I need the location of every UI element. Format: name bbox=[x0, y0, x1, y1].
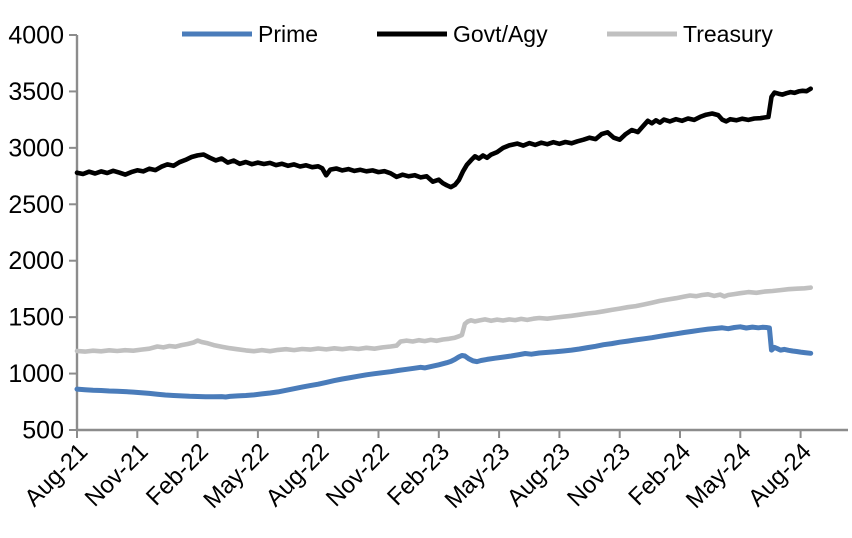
x-tick-label-may-23: May-23 bbox=[440, 438, 516, 514]
series-line-govt-agy bbox=[74, 86, 814, 190]
x-tick-label-aug-24: Aug-24 bbox=[743, 438, 817, 512]
x-tick-label-aug-23: Aug-23 bbox=[502, 438, 576, 512]
y-tick-label-4000: 4000 bbox=[8, 22, 64, 50]
x-tick-label-aug-21: Aug-21 bbox=[19, 438, 93, 512]
legend-label-govt-agy: Govt/Agy bbox=[453, 21, 548, 47]
series-line-prime bbox=[74, 324, 814, 400]
legend-label-treasury: Treasury bbox=[683, 21, 773, 47]
y-tick-label-2500: 2500 bbox=[8, 191, 64, 219]
legend-item-prime: Prime bbox=[182, 21, 318, 47]
y-tick-label-3000: 3000 bbox=[8, 134, 64, 162]
y-tick-label-1000: 1000 bbox=[8, 360, 64, 388]
x-tick-label-may-24: May-24 bbox=[681, 438, 757, 514]
x-tick-label-nov-23: Nov-23 bbox=[562, 438, 636, 512]
series-line-treasury bbox=[74, 285, 814, 354]
x-tick-label-nov-21: Nov-21 bbox=[80, 438, 154, 512]
chart-legend: Prime Govt/Agy Treasury bbox=[182, 21, 773, 47]
x-tick-label-nov-22: Nov-22 bbox=[321, 438, 395, 512]
chart-axes: 5001000150020002500300035004000Aug-21Nov… bbox=[8, 22, 848, 514]
x-tick-label-aug-22: Aug-22 bbox=[261, 438, 335, 512]
legend-item-govt-agy: Govt/Agy bbox=[377, 21, 548, 47]
x-tick-label-may-22: May-22 bbox=[198, 438, 274, 514]
chart-plot-area bbox=[74, 86, 814, 400]
y-tick-label-3500: 3500 bbox=[8, 78, 64, 106]
legend-item-treasury: Treasury bbox=[607, 21, 773, 47]
y-tick-label-2000: 2000 bbox=[8, 247, 64, 275]
legend-label-prime: Prime bbox=[258, 21, 318, 47]
y-tick-label-500: 500 bbox=[22, 417, 64, 445]
y-tick-label-1500: 1500 bbox=[8, 304, 64, 332]
